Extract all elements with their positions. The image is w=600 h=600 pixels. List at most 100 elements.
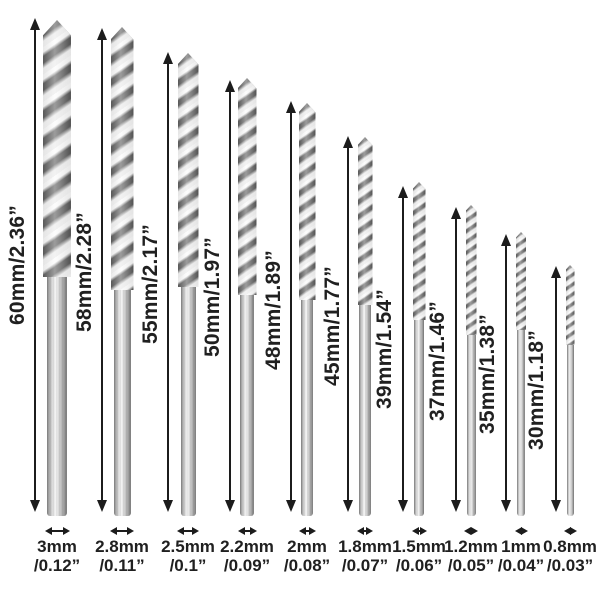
diameter-mm-label: 1.5mm (392, 537, 446, 556)
arrowhead-down-icon (97, 500, 107, 512)
diameter-mm-label: 2mm (287, 537, 327, 556)
arrowhead-right-icon (569, 527, 577, 535)
diameter-mm-label: 2.2mm (220, 537, 274, 556)
diameter-inch-label: /0.12” (33, 556, 81, 575)
arrowhead-right-icon (127, 527, 134, 535)
arrowhead-down-icon (286, 500, 296, 512)
length-arrow (450, 207, 462, 512)
arrowhead-up-icon (163, 52, 173, 64)
length-arrow-line (455, 216, 457, 503)
arrowhead-right-icon (471, 527, 478, 535)
length-arrow (342, 136, 354, 512)
length-arrow-line (555, 275, 557, 503)
arrowhead-up-icon (286, 101, 296, 113)
arrowhead-right-icon (419, 527, 427, 535)
drill-bit-shank (113, 290, 131, 516)
length-arrow-line (229, 89, 231, 503)
arrowhead-up-icon (97, 28, 107, 40)
diameter-label: 2.2mm /0.09” (220, 537, 274, 575)
drill-bit-shank (359, 305, 371, 516)
diameter-inch-label: /0.03” (546, 556, 594, 575)
diameter-arrow (110, 526, 134, 536)
drill-bit-shank (517, 330, 525, 516)
diameter-arrow (44, 526, 70, 536)
arrowhead-left-icon (110, 527, 117, 535)
length-arrow (162, 52, 174, 512)
drill-bit-flutes (43, 20, 71, 277)
arrowhead-right-icon (249, 527, 257, 535)
diameter-label: 2.8mm /0.11” (95, 537, 149, 575)
diameter-arrow-line (241, 530, 253, 532)
diameter-label: 1mm /0.04” (498, 537, 544, 575)
drill-bit-flutes (357, 137, 373, 305)
drill-bit-flutes (412, 182, 426, 320)
drill-bit-shank (466, 335, 476, 516)
diameter-label: 2.5mm /0.1” (161, 537, 215, 575)
diameter-mm-label: 1.2mm (444, 537, 498, 556)
length-arrow-line (34, 27, 36, 503)
drill-bit-shank (414, 320, 424, 516)
diameter-arrow (464, 526, 478, 536)
diameter-mm-label: 1mm (501, 537, 541, 556)
arrowhead-right-icon (366, 527, 373, 535)
arrowhead-right-icon (308, 527, 316, 535)
diameter-label: 1.5mm /0.06” (392, 537, 446, 575)
length-arrow-line (290, 110, 292, 503)
diameter-arrow-line (302, 530, 312, 532)
drill-bit-shank (566, 345, 574, 516)
diameter-inch-label: /0.06” (395, 556, 443, 575)
diameter-inch-label: /0.05” (447, 556, 495, 575)
diameter-label: 0.8mm /0.03” (543, 537, 597, 575)
diameter-mm-label: 2.8mm (95, 537, 149, 556)
diameter-inch-label: /0.11” (99, 556, 145, 575)
diameter-arrow (177, 526, 199, 536)
drill-bit-flutes (237, 78, 257, 295)
drill-bit-flutes (465, 205, 477, 335)
arrowhead-up-icon (398, 186, 408, 198)
length-arrow-line (101, 37, 103, 503)
diameter-arrow (357, 526, 373, 536)
diameter-arrow-line (181, 530, 195, 532)
diameter-inch-label: /0.04” (497, 556, 545, 575)
arrowhead-down-icon (163, 500, 173, 512)
drill-bit-flutes (110, 27, 134, 290)
arrowhead-left-icon (44, 527, 52, 535)
diameter-arrow (298, 526, 316, 536)
arrowhead-up-icon (551, 266, 561, 278)
arrowhead-left-icon (464, 527, 471, 535)
diameter-inch-label: /0.1” (169, 556, 207, 575)
arrowhead-left-icon (237, 527, 245, 535)
length-arrow (500, 234, 512, 512)
drill-bit-shank (47, 277, 67, 516)
diameter-arrow-line (114, 530, 130, 532)
arrowhead-left-icon (177, 527, 184, 535)
diameter-inch-label: /0.07” (341, 556, 389, 575)
diameter-mm-label: 2.5mm (161, 537, 215, 556)
drill-bit-shank (301, 300, 313, 516)
arrowhead-down-icon (551, 500, 561, 512)
drill-bit-shank (240, 295, 254, 516)
diameter-label: 1.8mm /0.07” (338, 537, 392, 575)
arrowhead-down-icon (30, 500, 40, 512)
drill-bit-flutes (298, 103, 316, 300)
arrowhead-left-icon (298, 527, 306, 535)
arrowhead-up-icon (225, 80, 235, 92)
arrowhead-right-icon (192, 527, 199, 535)
arrowhead-down-icon (343, 500, 353, 512)
length-label: 30mm/1.18” (525, 330, 548, 450)
arrowhead-left-icon (357, 527, 364, 535)
arrowhead-up-icon (30, 18, 40, 30)
diameter-inch-label: /0.08” (283, 556, 331, 575)
arrowhead-down-icon (225, 500, 235, 512)
length-arrow (550, 266, 562, 512)
length-arrow (29, 18, 41, 512)
